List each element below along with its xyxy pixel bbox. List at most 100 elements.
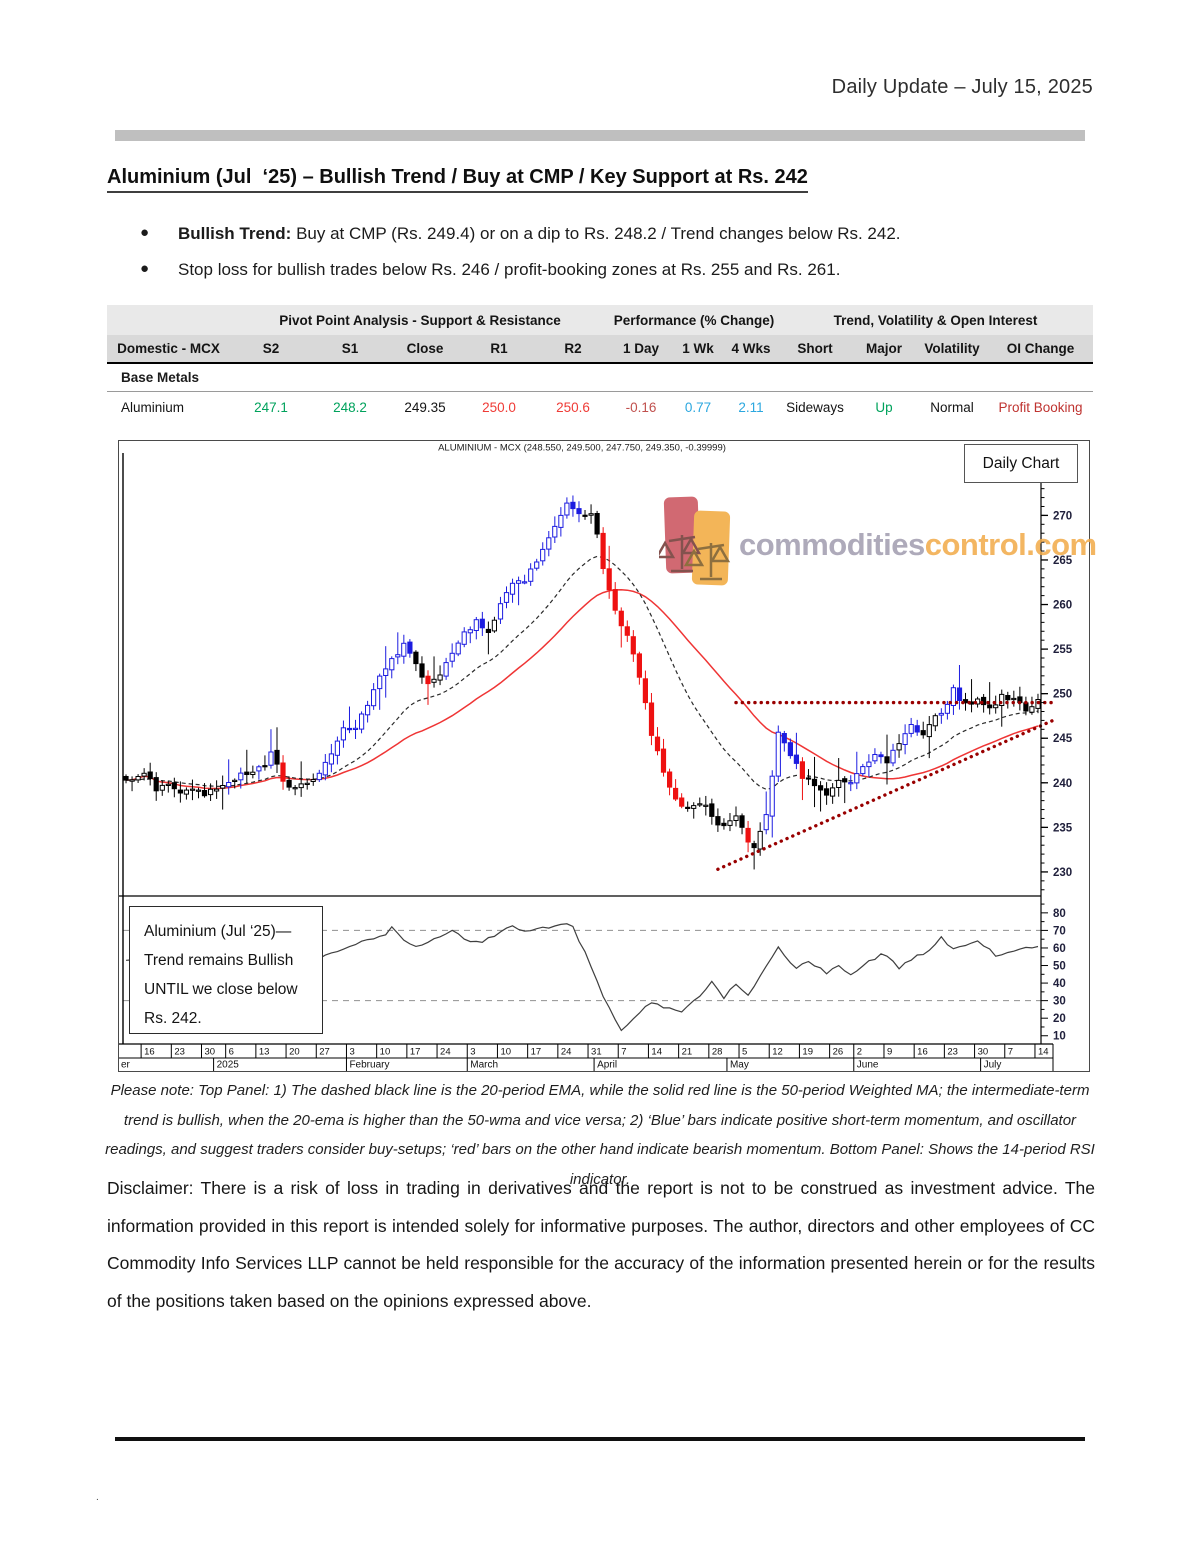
svg-text:30: 30 [978,1047,989,1058]
svg-text:July: July [984,1060,1002,1071]
table-data-row: Aluminium 247.1 248.2 249.35 250.0 250.6 -0.16… [107,392,1093,422]
svg-text:16: 16 [144,1047,155,1058]
svg-text:3: 3 [349,1047,354,1058]
svg-text:13: 13 [259,1047,270,1058]
svg-text:17: 17 [531,1047,542,1058]
svg-text:265: 265 [1053,555,1073,567]
table-column-header: S2 [262,341,280,356]
chart-footnote: Please note: Top Panel: 1) The dashed bl… [105,1082,1095,1188]
table-column-header: R2 [564,341,582,356]
page-title: Aluminium (Jul ‘25) – Bullish Trend / Bu… [107,166,808,193]
daily-chart-badge: Daily Chart [964,444,1078,483]
svg-text:19: 19 [802,1047,813,1058]
svg-text:10: 10 [500,1047,511,1058]
svg-text:June: June [857,1060,879,1071]
table-column-header: 1 Day [622,341,660,356]
bullet-item: ● Stop loss for bullish trades below Rs.… [140,260,1080,290]
svg-text:23: 23 [174,1047,185,1058]
svg-text:23: 23 [947,1047,958,1058]
svg-text:March: March [470,1060,498,1071]
svg-text:6: 6 [229,1047,234,1058]
svg-text:14: 14 [651,1047,662,1058]
table-column-header: R1 [490,341,508,356]
annotation-line: Trend remains Bullish [144,952,294,969]
table-column-header: Short [797,341,833,356]
table-column-header: Major [865,341,902,356]
table-column-header-row: Domestic - MCX S2 S1 Close R1 R2 1 Day 1 Wk 4 Wk… [107,335,1093,364]
table-section-row: Base Metals [107,364,1093,392]
svg-text:270: 270 [1053,510,1072,522]
svg-text:235: 235 [1053,822,1073,834]
bullet-bold: Bullish Trend: [178,224,292,243]
svg-text:250: 250 [1053,689,1072,701]
svg-text:26: 26 [833,1047,844,1058]
table-column-header: 1 Wk [682,341,714,356]
svg-text:3: 3 [470,1047,475,1058]
svg-text:10: 10 [1053,1031,1066,1043]
svg-text:7: 7 [621,1047,626,1058]
table-section-label: Base Metals [121,370,200,385]
bullet-dot: ● [140,260,150,277]
svg-text:30: 30 [1053,996,1066,1008]
footer-rule [115,1437,1085,1441]
svg-text:April: April [597,1060,617,1071]
svg-text:31: 31 [591,1047,602,1058]
svg-text:10: 10 [380,1047,391,1058]
svg-text:May: May [730,1060,749,1071]
svg-text:40: 40 [1053,978,1066,990]
table-group-header: Trend, Volatility & Open Interest [833,312,1038,328]
table-cell: Profit Booking [998,399,1083,415]
chart-title: ALUMINIUM - MCX (248.550, 249.500, 247.7… [438,443,726,454]
table-group-header: Performance (% Change) [613,312,775,328]
page-title-text: Aluminium (Jul ‘25) – Bullish Trend / Bu… [107,166,808,193]
svg-text:er: er [121,1060,131,1071]
svg-text:9: 9 [887,1047,892,1058]
table-cell: 0.77 [684,399,712,415]
svg-text:24: 24 [561,1047,572,1058]
pivot-table: Pivot Point Analysis - Support & Resista… [107,305,1093,422]
svg-text:February: February [349,1060,389,1071]
svg-text:5: 5 [742,1047,747,1058]
svg-text:245: 245 [1053,733,1073,745]
svg-text:14: 14 [1038,1047,1049,1058]
svg-text:28: 28 [712,1047,723,1058]
table-column-header: 4 Wks [731,341,771,356]
table-column-header: Close [406,341,444,356]
footer-dot: . [96,1492,99,1503]
table-column-header: Domestic - MCX [117,341,220,356]
chart-annotation-box: Aluminium (Jul ‘25)— Trend remains Bulli… [129,906,323,1034]
table-cell: 249.35 [404,399,446,415]
disclaimer-text: Disclaimer: There is a risk of loss in t… [107,1178,1095,1311]
bullet-dot: ● [140,224,150,241]
svg-text:255: 255 [1053,644,1073,656]
svg-text:20: 20 [289,1047,300,1058]
table-column-header: OI Change [1006,341,1075,356]
table-cell: 247.1 [254,399,288,415]
table-group-header-row: Pivot Point Analysis - Support & Resista… [107,305,1093,335]
bullet-text: Buy at CMP (Rs. 249.4) or on a dip to Rs… [291,224,901,243]
header-divider-bar [115,130,1085,141]
svg-text:20: 20 [1053,1013,1066,1025]
annotation-line: Rs. 242. [144,1010,202,1027]
table-column-header: S1 [341,341,359,356]
table-cell: 2.11 [738,399,764,415]
table-column-header: Volatility [924,341,980,356]
svg-text:2025: 2025 [217,1060,240,1071]
table-cell: -0.16 [625,399,657,415]
svg-text:7: 7 [1008,1047,1013,1058]
annotation-line: Aluminium (Jul ‘25)— [144,923,292,940]
svg-text:21: 21 [682,1047,693,1058]
table-cell: 248.2 [333,399,367,415]
annotation-line: UNTIL we close below [144,981,298,998]
price-chart: 270 265 260 255 250 245 240 235 230 80 70 60 50 40 30 2… [118,440,1097,1072]
header-date: Daily Update – July 15, 2025 [831,76,1093,98]
svg-text:240: 240 [1053,778,1072,790]
svg-text:27: 27 [319,1047,330,1058]
svg-text:50: 50 [1053,961,1066,973]
svg-text:80: 80 [1053,908,1066,920]
svg-text:17: 17 [410,1047,421,1058]
table-cell: 250.6 [556,399,590,415]
svg-text:260: 260 [1053,600,1072,612]
table-cell: Up [875,399,893,415]
bullet-item: ● Bullish Trend: Buy at CMP (Rs. 249.4) … [140,224,1080,254]
